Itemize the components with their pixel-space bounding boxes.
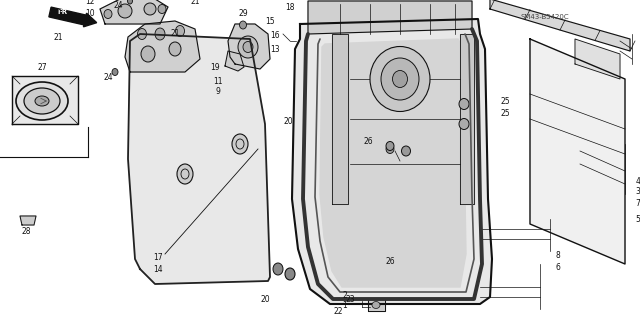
Ellipse shape [459, 118, 469, 130]
Text: 5: 5 [636, 214, 640, 224]
Text: 24: 24 [113, 2, 123, 11]
Polygon shape [368, 299, 385, 311]
FancyArrow shape [49, 7, 97, 27]
Ellipse shape [112, 69, 118, 76]
Ellipse shape [177, 164, 193, 184]
Ellipse shape [169, 42, 181, 56]
Text: FR: FR [57, 9, 67, 15]
Text: 11: 11 [213, 77, 223, 85]
Text: 21: 21 [53, 33, 63, 41]
Polygon shape [128, 34, 270, 284]
Ellipse shape [127, 0, 132, 4]
Ellipse shape [401, 146, 410, 156]
Text: SM43-B5420C: SM43-B5420C [521, 14, 570, 20]
Text: 9: 9 [216, 87, 220, 97]
Ellipse shape [118, 4, 132, 18]
Ellipse shape [232, 134, 248, 154]
Polygon shape [125, 21, 200, 72]
Text: 19: 19 [210, 63, 220, 71]
Polygon shape [228, 24, 270, 69]
Ellipse shape [273, 263, 283, 275]
Text: 21: 21 [170, 29, 180, 39]
Text: 17: 17 [153, 253, 163, 262]
Text: 24: 24 [103, 72, 113, 81]
Text: 1: 1 [342, 301, 348, 310]
Polygon shape [308, 1, 472, 34]
Ellipse shape [175, 26, 184, 36]
Text: 20: 20 [283, 117, 293, 127]
Text: 4: 4 [636, 176, 640, 186]
Ellipse shape [138, 28, 147, 40]
Text: 3: 3 [636, 187, 640, 196]
Ellipse shape [243, 41, 253, 53]
Text: 12: 12 [85, 0, 95, 5]
Ellipse shape [386, 145, 394, 153]
Ellipse shape [285, 268, 295, 280]
Text: 13: 13 [270, 44, 280, 54]
Ellipse shape [386, 142, 394, 151]
Ellipse shape [141, 46, 155, 62]
Polygon shape [100, 0, 168, 24]
Text: 21: 21 [53, 10, 63, 19]
Polygon shape [490, 0, 630, 51]
Text: 10: 10 [85, 10, 95, 19]
Polygon shape [320, 39, 466, 287]
Text: 14: 14 [153, 264, 163, 273]
Ellipse shape [155, 28, 165, 40]
Text: 8: 8 [556, 251, 561, 261]
Text: 15: 15 [265, 17, 275, 26]
Ellipse shape [459, 99, 469, 109]
Ellipse shape [392, 70, 408, 87]
Ellipse shape [104, 10, 112, 19]
Text: 20: 20 [260, 294, 270, 303]
Text: 6: 6 [556, 263, 561, 271]
Text: 29: 29 [238, 10, 248, 19]
Text: 28: 28 [21, 226, 31, 235]
Polygon shape [292, 19, 492, 304]
Ellipse shape [24, 88, 60, 114]
Polygon shape [20, 216, 36, 225]
Ellipse shape [144, 3, 156, 15]
Text: 16: 16 [270, 32, 280, 41]
Text: 7: 7 [636, 199, 640, 209]
Text: 27: 27 [37, 63, 47, 71]
Text: 26: 26 [385, 257, 395, 266]
Text: 25: 25 [500, 97, 510, 106]
Text: 26: 26 [363, 137, 373, 145]
Ellipse shape [372, 301, 380, 308]
Text: 21: 21 [190, 0, 200, 5]
Polygon shape [575, 39, 620, 79]
Ellipse shape [16, 82, 68, 120]
Ellipse shape [381, 58, 419, 100]
Ellipse shape [239, 21, 246, 29]
Polygon shape [530, 39, 625, 264]
Text: 22: 22 [333, 307, 343, 315]
Polygon shape [12, 76, 78, 124]
Text: 23: 23 [345, 295, 355, 305]
Ellipse shape [238, 36, 258, 58]
Polygon shape [225, 51, 244, 71]
Polygon shape [460, 34, 474, 204]
Text: 18: 18 [285, 3, 295, 11]
Text: 25: 25 [500, 109, 510, 118]
Ellipse shape [370, 47, 430, 112]
Ellipse shape [35, 96, 49, 106]
Ellipse shape [158, 4, 166, 13]
Polygon shape [332, 34, 348, 204]
Text: 2: 2 [342, 292, 348, 300]
